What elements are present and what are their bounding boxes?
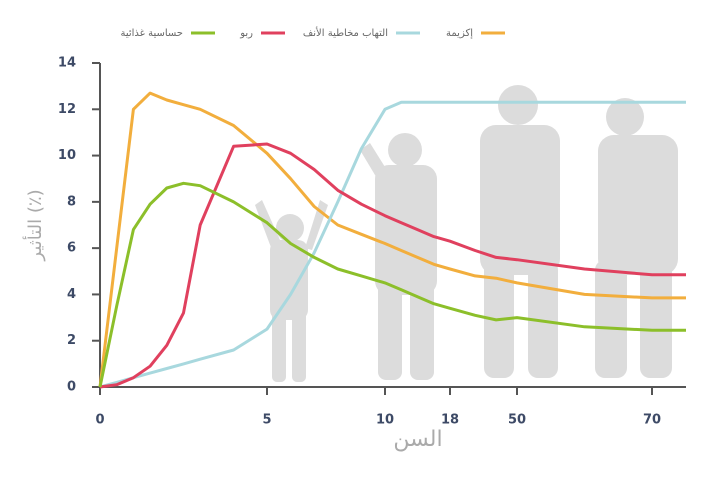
series-line [98,181,686,388]
legend-label: التهاب مخاطية الأنف [303,26,388,39]
series-line [99,100,686,389]
legend-label: إكزيمة [446,28,473,39]
series-line [98,91,686,388]
x-tick-label: 70 [643,413,661,428]
y-tick-label: 8 [67,194,76,209]
y-tick-label: 2 [67,333,76,348]
x-tick-label: 50 [508,413,526,428]
y-tick-label: 14 [58,56,76,71]
series-line [99,142,686,389]
silhouettes [255,85,678,382]
y-tick-label: 6 [67,241,76,256]
x-tick-label: 5 [262,413,271,428]
y-tick-label: 12 [58,102,76,117]
x-axis-label: السن [393,427,442,452]
x-tick-label: 10 [376,413,394,428]
x-tick-label: 18 [441,413,459,428]
y-axis-label: التأثير (٪) [22,189,46,261]
x-tick-label: 0 [95,413,104,428]
legend-label: ربو [239,28,253,39]
y-tick-label: 4 [67,287,76,302]
y-tick-label: 10 [58,148,76,163]
y-tick-label: 0 [67,380,76,395]
legend-label: حساسية غذائية [120,28,183,39]
